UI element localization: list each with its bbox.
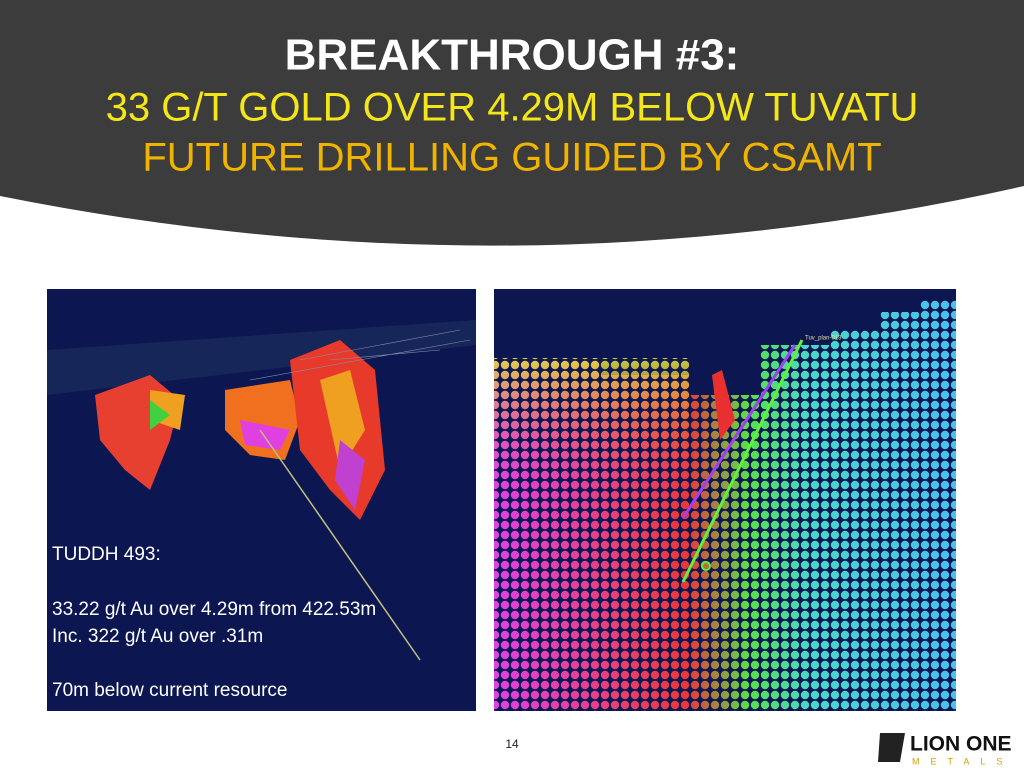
left-image: TUDDH 493: 33.22 g/t Au over 4.29m from … (47, 289, 476, 711)
title: BREAKTHROUGH #3: (285, 31, 740, 80)
result-line: 70m below current resource (52, 680, 288, 701)
hole-id: TUDDH 493: (52, 544, 161, 565)
subtitle: 33 G/T GOLD OVER 4.29M BELOW TUVATU (106, 86, 919, 130)
tagline: FUTURE DRILLING GUIDED BY CSAMT (142, 136, 881, 180)
logo-sub: METALS (912, 756, 1013, 766)
result-line: Inc. 322 g/t Au over .31m (52, 626, 263, 647)
logo-name: LION ONE (910, 733, 1012, 756)
header-band (0, 0, 1024, 246)
right-image: Tuv_plan-013 (494, 289, 956, 711)
page-number: 14 (505, 737, 519, 751)
result-line: 33.22 g/t Au over 4.29m from 422.53m (52, 599, 376, 620)
hole-label: Tuv_plan-013 (805, 336, 842, 342)
logo: LION ONE METALS (878, 733, 1013, 766)
